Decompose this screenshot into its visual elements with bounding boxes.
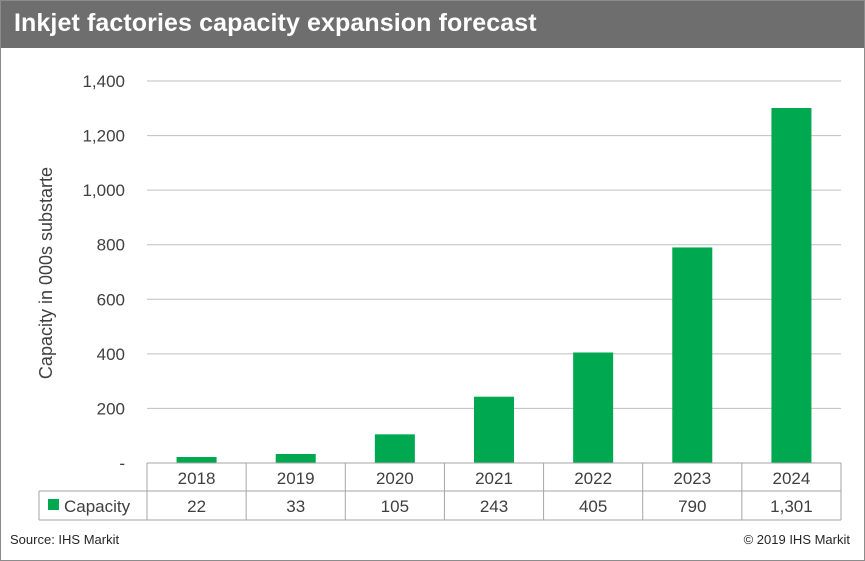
series-name: Capacity: [64, 497, 131, 516]
data-label: 105: [381, 497, 409, 516]
bar: [374, 434, 415, 463]
data-label: 1,301: [770, 497, 813, 516]
chart-title: Inkjet factories capacity expansion fore…: [14, 9, 537, 37]
y-axis-label: Capacity in 000s substarte: [36, 167, 56, 379]
gridlines: [147, 80, 841, 409]
y-axis-ticks: - 200 400 600 800 1,000 1,200 1,400: [82, 72, 125, 473]
data-label: 405: [579, 497, 607, 516]
y-tick-label: -: [119, 454, 125, 473]
bars: [176, 108, 812, 464]
data-label: 33: [286, 497, 305, 516]
data-table: 2018 2019 2020 2021 2022 2023 2024 22 33 105 243 40…: [38, 462, 842, 521]
data-label: 22: [187, 497, 206, 516]
x-category-label: 2024: [773, 469, 811, 488]
title-bar: Inkjet factories capacity expansion fore…: [1, 1, 864, 48]
y-tick-label: 1,400: [82, 72, 125, 91]
data-label: 790: [678, 497, 706, 516]
bar: [176, 456, 217, 463]
y-tick-label: 1,000: [82, 181, 125, 200]
source-note: Source: IHS Markit: [10, 532, 120, 547]
x-category-label: 2023: [673, 469, 711, 488]
bar: [275, 453, 316, 463]
bar: [672, 247, 713, 463]
y-tick-label: 1,200: [82, 127, 125, 146]
x-category-label: 2018: [178, 469, 216, 488]
x-category-label: 2022: [574, 469, 612, 488]
x-category-label: 2019: [277, 469, 315, 488]
data-label: 243: [480, 497, 508, 516]
y-tick-label: 800: [97, 236, 125, 255]
x-category-label: 2021: [475, 469, 513, 488]
bar: [771, 108, 812, 464]
copyright-note: © 2019 IHS Markit: [743, 532, 850, 547]
y-tick-label: 600: [97, 290, 125, 309]
y-tick-label: 400: [97, 345, 125, 364]
y-tick-label: 200: [97, 399, 125, 418]
bar: [474, 396, 514, 463]
x-category-label: 2020: [376, 469, 414, 488]
legend-swatch: [48, 499, 59, 510]
bar: [573, 352, 614, 463]
